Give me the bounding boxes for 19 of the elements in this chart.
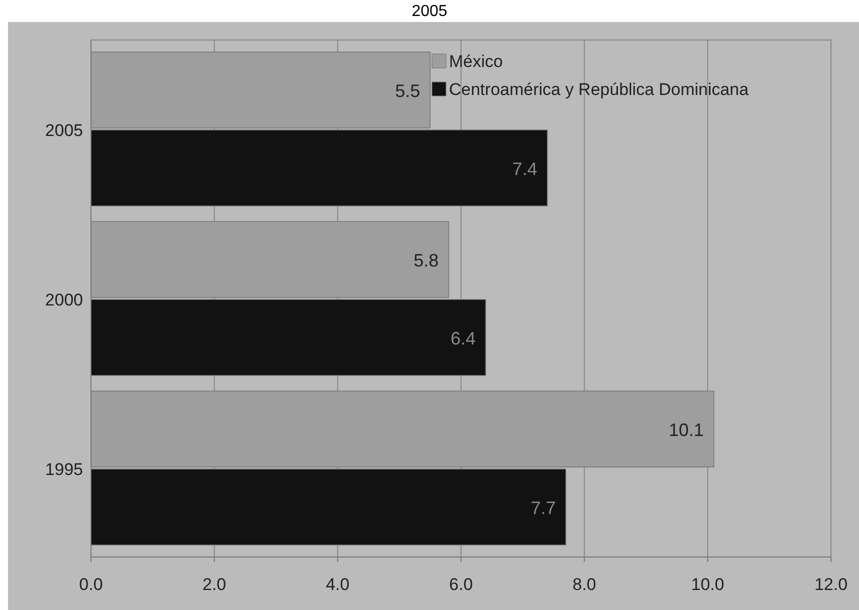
x-tick-label: 8.0	[572, 575, 596, 594]
y-tick-label: 2000	[45, 290, 83, 310]
x-tick-label: 12.0	[814, 575, 848, 594]
x-tick-label: 6.0	[449, 575, 473, 594]
data-label: 6.4	[450, 328, 476, 348]
x-tick-label: 10.0	[691, 575, 724, 594]
data-label: 7.7	[530, 498, 556, 518]
y-tick-label: 1995	[45, 460, 83, 480]
legend-label: Centroamérica y República Dominicana	[449, 80, 750, 99]
data-label: 5.5	[395, 80, 420, 101]
data-label: 5.8	[414, 250, 439, 271]
legend-label: México	[449, 52, 503, 71]
chart-title: 2005	[412, 3, 448, 20]
x-tick-label: 4.0	[326, 575, 350, 594]
data-label: 10.1	[668, 420, 704, 440]
data-label: 7.4	[512, 158, 538, 179]
y-tick-label: 2005	[45, 120, 83, 140]
x-tick-label: 0.0	[79, 575, 103, 594]
x-tick-label: 2.0	[202, 575, 226, 594]
